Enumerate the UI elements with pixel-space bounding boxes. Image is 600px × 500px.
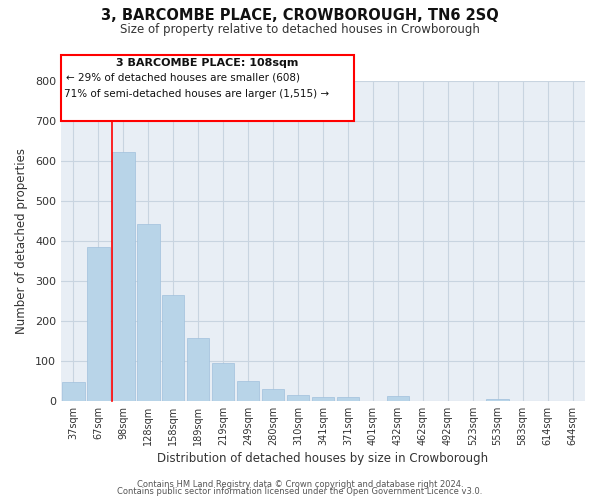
X-axis label: Distribution of detached houses by size in Crowborough: Distribution of detached houses by size … <box>157 452 488 465</box>
Bar <box>212 363 235 401</box>
Bar <box>312 397 334 401</box>
Y-axis label: Number of detached properties: Number of detached properties <box>15 148 28 334</box>
Bar <box>386 396 409 401</box>
Bar <box>162 295 184 401</box>
FancyBboxPatch shape <box>61 55 355 121</box>
Bar <box>487 399 509 401</box>
Bar <box>87 247 110 401</box>
Text: 3 BARCOMBE PLACE: 108sqm: 3 BARCOMBE PLACE: 108sqm <box>116 58 299 68</box>
Bar <box>112 152 134 401</box>
Bar <box>187 338 209 401</box>
Bar <box>287 395 309 401</box>
Text: ← 29% of detached houses are smaller (608): ← 29% of detached houses are smaller (60… <box>66 73 300 83</box>
Text: Size of property relative to detached houses in Crowborough: Size of property relative to detached ho… <box>120 22 480 36</box>
Bar <box>262 389 284 401</box>
Bar <box>337 397 359 401</box>
Bar <box>137 224 160 401</box>
Text: 71% of semi-detached houses are larger (1,515) →: 71% of semi-detached houses are larger (… <box>64 89 329 99</box>
Text: 3, BARCOMBE PLACE, CROWBOROUGH, TN6 2SQ: 3, BARCOMBE PLACE, CROWBOROUGH, TN6 2SQ <box>101 8 499 23</box>
Text: Contains HM Land Registry data © Crown copyright and database right 2024.: Contains HM Land Registry data © Crown c… <box>137 480 463 489</box>
Bar <box>237 381 259 401</box>
Bar <box>62 382 85 401</box>
Text: Contains public sector information licensed under the Open Government Licence v3: Contains public sector information licen… <box>118 488 482 496</box>
